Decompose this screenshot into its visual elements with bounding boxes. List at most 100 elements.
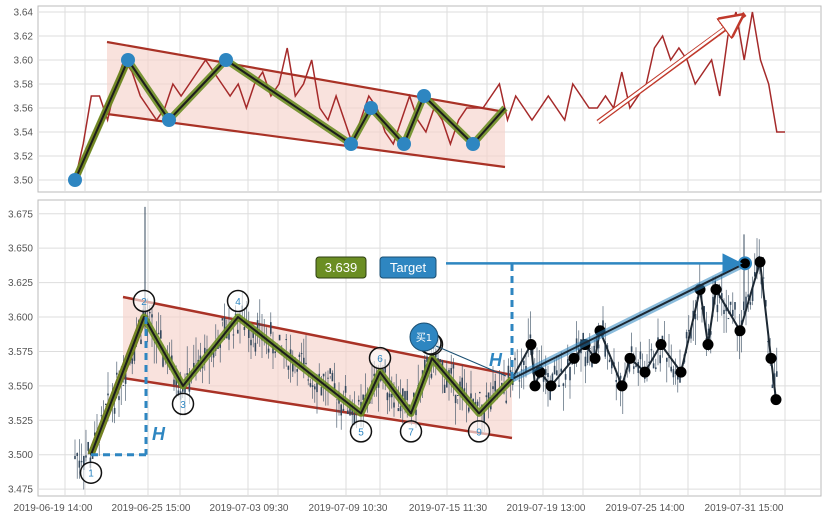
candle-body [589,348,591,350]
candle-body [362,394,364,400]
forecast-node [624,352,636,364]
candle-body [320,387,323,396]
candle-body [162,351,164,367]
candle-body [373,373,375,377]
x-tick: 2019-07-03 09:30 [210,503,289,514]
candle-body [80,460,83,463]
candle-body [270,322,272,334]
candle-body [243,326,246,331]
candle-body [604,341,606,357]
y-tick-top: 3.56 [14,104,34,115]
candle-body [182,387,184,392]
candle-body [157,332,160,335]
candle-body [388,393,391,398]
y-tick-top: 3.58 [14,80,34,91]
y-tick-bottom: 3.500 [8,450,33,461]
candle-body [751,287,754,302]
candle-body [454,394,457,404]
y-tick-bottom: 3.475 [8,485,33,496]
forecast-node [525,339,537,351]
candle-body [397,408,400,412]
candle-body [415,409,417,416]
top-price-series [74,11,785,181]
pattern-point-label: 4 [235,297,241,308]
candle-body [648,361,650,364]
y-tick-top: 3.60 [14,56,34,67]
candle-body [443,384,446,393]
candle-body [149,311,151,314]
candle-body [492,386,494,390]
candle-body [771,384,774,389]
y-tick-bottom: 3.550 [8,381,33,392]
candle-body [186,373,188,376]
candle-body [133,348,136,361]
candle-body [171,355,173,361]
candle-body [659,355,661,364]
candle-body [340,404,342,416]
pattern-point-label: 7 [408,427,414,438]
top-zigzag-node [344,137,358,151]
candle-body [549,390,551,400]
pattern-point-circle [226,289,250,313]
candle-body [140,339,142,345]
target-value-text: 3.639 [325,260,358,275]
candle-body [118,396,120,401]
candle-body [78,460,81,468]
x-tick: 2019-07-15 11:30 [409,503,488,514]
candle-body [342,408,345,411]
top-zigzag-node [417,89,431,103]
forecast-node [545,380,557,392]
target-node [738,256,752,271]
candle-body [177,390,180,397]
candle-body [758,255,760,257]
candle-body [85,455,87,458]
candle-body [160,330,162,339]
top-price-line [74,11,785,181]
candle-body [274,351,276,354]
candle-body [551,373,554,383]
candle-body [100,415,103,417]
candle-body [287,365,290,370]
candle-body [113,407,116,414]
candle-body [327,377,329,379]
candle-body [765,300,767,307]
candle-body [391,393,393,398]
forecast-node [710,283,722,295]
candle-body [721,293,723,299]
candle-body [296,369,298,372]
candle-body [83,455,85,470]
forecast-node [734,325,746,337]
candle-body [259,324,261,326]
y-tick-bottom: 3.650 [8,244,33,255]
y-tick-top: 3.54 [14,128,34,139]
bottom-channel-upper [122,295,513,377]
candle-body [578,348,580,360]
candle-body [597,344,600,349]
candle-body [175,379,177,386]
candle-body [754,271,756,277]
candle-body [633,366,635,369]
candle-body [459,381,461,390]
candle-body [285,339,287,341]
pattern-point-circle [79,461,103,484]
top-zigzag-node [219,53,233,67]
candle-body [116,372,118,375]
forecast-node [770,394,782,406]
candle-body [501,382,503,387]
candle-body [652,363,655,369]
candle-body [707,328,710,336]
candle-body [250,339,252,346]
candle-body [518,380,521,382]
candle-body [404,391,406,402]
candle-body [278,334,281,341]
candle-body [87,441,89,451]
candle-body [655,367,657,370]
candle-body [476,401,479,406]
candle-body [292,363,294,372]
x-tick: 2019-07-25 14:00 [606,503,685,514]
candle-body [307,379,309,381]
candle-body [650,349,653,351]
candle-body [107,393,109,396]
target-button[interactable]: Target [379,256,437,279]
candle-body [567,359,569,366]
